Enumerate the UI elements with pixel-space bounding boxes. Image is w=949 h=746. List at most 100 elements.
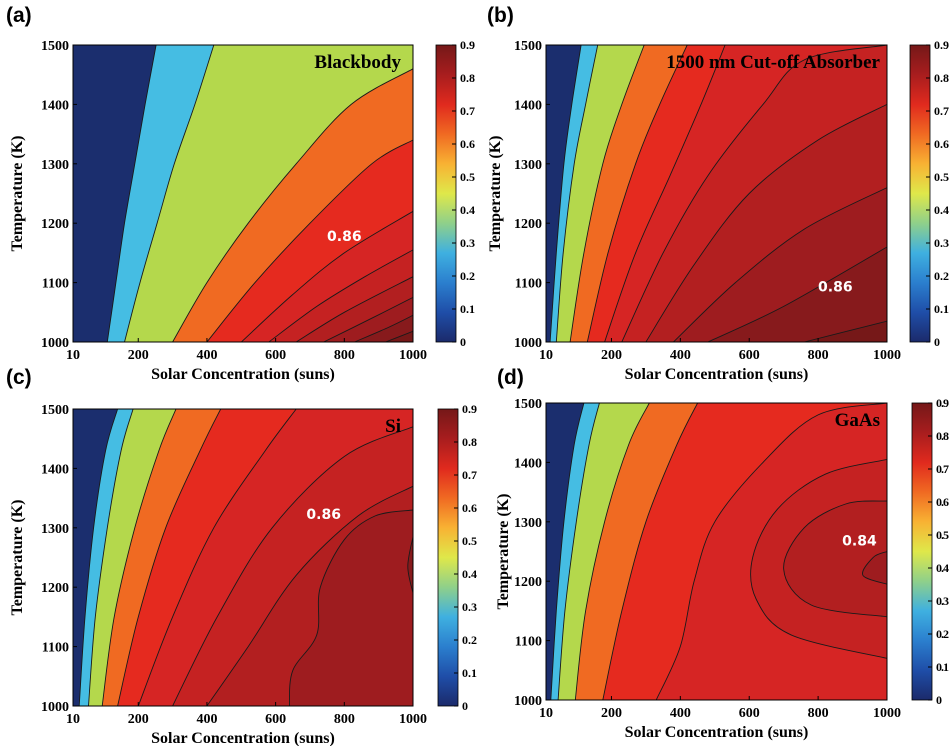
colorbar-tick-label: 0.5 xyxy=(934,170,949,184)
x-tick-label: 800 xyxy=(334,348,355,363)
contour-line-0.84 xyxy=(323,296,413,342)
y-tick-label: 1200 xyxy=(514,575,542,590)
y-tick-label: 1000 xyxy=(41,336,69,351)
y-tick-label: 1300 xyxy=(514,158,542,173)
contour-annotation: 0.86 xyxy=(306,507,341,523)
colorbar-tick-label: 0.5 xyxy=(460,170,475,184)
contour-line-0.8 xyxy=(750,458,887,659)
y-tick-label: 1300 xyxy=(41,522,69,537)
y-axis-label: Temperature (K) xyxy=(495,494,512,610)
y-tick-label: 1100 xyxy=(515,277,542,292)
colorbar-tick-label: 0.1 xyxy=(934,302,949,316)
y-tick-label: 1500 xyxy=(41,403,69,418)
x-tick-label: 600 xyxy=(265,348,286,363)
contour-line-0.84 xyxy=(288,509,413,706)
x-tick-label: 1000 xyxy=(399,712,427,727)
colorbar-tick-label: 0.6 xyxy=(462,501,477,515)
y-tick-label: 1000 xyxy=(514,694,542,709)
x-tick-label: 200 xyxy=(601,348,622,363)
contour-line-0.86 xyxy=(407,536,413,594)
x-tick-label: 400 xyxy=(670,348,691,363)
panel-title: GaAs xyxy=(835,410,880,431)
x-tick-label: 400 xyxy=(670,706,691,721)
x-tick-label: 600 xyxy=(265,712,286,727)
colorbar-tick-label: 0.2 xyxy=(460,269,475,283)
plot-frame xyxy=(545,44,888,343)
colorbar-tick-label: 0.1 xyxy=(460,302,475,316)
contour-line-0.82 xyxy=(206,485,413,706)
colorbar-tick-label: 0.7 xyxy=(934,104,949,118)
panel-4-plot xyxy=(546,403,887,700)
x-axis-label: Solar Concentration (suns) xyxy=(151,730,335,746)
contour-line-0.4 xyxy=(555,45,599,342)
panel-title: Si xyxy=(385,416,401,437)
y-tick-label: 1500 xyxy=(514,397,542,412)
colorbar-tick-label: 0.9 xyxy=(462,402,477,416)
x-tick-label: 800 xyxy=(334,712,355,727)
x-tick-label: 10 xyxy=(539,348,553,363)
y-tick-label: 1400 xyxy=(514,98,542,113)
y-tick-label: 1200 xyxy=(41,217,69,232)
y-axis-label: Temperature (K) xyxy=(9,136,26,252)
panel-title: 1500 nm Cut-off Absorber xyxy=(666,52,880,73)
x-tick-label: 600 xyxy=(739,348,760,363)
colorbar-tick-label: 0.6 xyxy=(936,495,949,509)
x-tick-label: 10 xyxy=(66,348,80,363)
x-tick-label: 10 xyxy=(66,712,80,727)
colorbar-tick-label: 0.8 xyxy=(462,435,477,449)
contour-line-0.86 xyxy=(707,246,887,342)
y-tick-label: 1300 xyxy=(41,158,69,173)
y-axis-label: Temperature (K) xyxy=(9,500,26,616)
y-tick-label: 1100 xyxy=(515,635,542,650)
contour-line-0.6 xyxy=(574,403,650,700)
y-tick-label: 1200 xyxy=(41,581,69,596)
colorbar xyxy=(437,408,459,707)
colorbar-tick-label: 0.7 xyxy=(460,104,475,118)
contour-line-0.76 xyxy=(604,45,726,342)
y-tick-label: 1100 xyxy=(42,277,69,292)
contour-line-0.4 xyxy=(124,45,215,342)
colorbar-tick-label: 0.5 xyxy=(462,534,477,548)
contour-region-0.82 xyxy=(783,500,887,617)
contour-line-0.7 xyxy=(586,45,688,342)
colorbar-tick-label: 0.9 xyxy=(934,38,949,52)
contour-line-0.7 xyxy=(117,409,222,706)
contour-line-0.7 xyxy=(206,139,413,342)
contour-line-0.2 xyxy=(550,403,585,700)
panel-3-plot xyxy=(73,409,413,706)
contour-line-0.6 xyxy=(101,409,177,706)
y-tick-label: 1300 xyxy=(514,516,542,531)
colorbar xyxy=(435,44,457,343)
contour-line-0.82 xyxy=(295,276,413,342)
y-tick-label: 1500 xyxy=(41,39,69,54)
contour-line-0.8 xyxy=(268,249,413,342)
colorbar-tick-label: 0.4 xyxy=(462,567,477,581)
colorbar-tick-label: 0.6 xyxy=(460,137,475,151)
colorbar-tick-label: 0.4 xyxy=(936,561,949,575)
contour-line-0.4 xyxy=(557,403,600,700)
contour-line-0.6 xyxy=(569,45,645,342)
colorbar-tick-label: 0.1 xyxy=(462,666,477,680)
contour-line-0.88 xyxy=(385,330,413,342)
x-axis-label: Solar Concentration (suns) xyxy=(151,366,335,383)
contour-line-0.7 xyxy=(602,403,699,700)
contour-line-0.2 xyxy=(549,45,582,342)
colorbar-tick-label: 0.7 xyxy=(462,468,477,482)
x-tick-label: 1000 xyxy=(399,348,427,363)
panel-letter: (c) xyxy=(6,366,32,389)
colorbar-tick-label: 0.1 xyxy=(936,660,949,674)
colorbar xyxy=(909,44,931,343)
contour-line-0.4 xyxy=(88,409,134,706)
contour-line-0.2 xyxy=(106,45,157,342)
x-tick-label: 800 xyxy=(808,348,829,363)
y-tick-label: 1400 xyxy=(41,462,69,477)
y-tick-label: 1500 xyxy=(514,39,542,54)
y-axis-label: Temperature (K) xyxy=(487,136,504,252)
colorbar-tick-label: 0.8 xyxy=(934,71,949,85)
contour-region-0.84 xyxy=(862,551,887,585)
x-tick-label: 600 xyxy=(739,706,760,721)
panel-4: 10 200 400 600 800 1000 1000 1100 1200 1300 1400 15… xyxy=(495,366,949,741)
y-tick-label: 1000 xyxy=(514,336,542,351)
y-tick-label: 1200 xyxy=(514,217,542,232)
